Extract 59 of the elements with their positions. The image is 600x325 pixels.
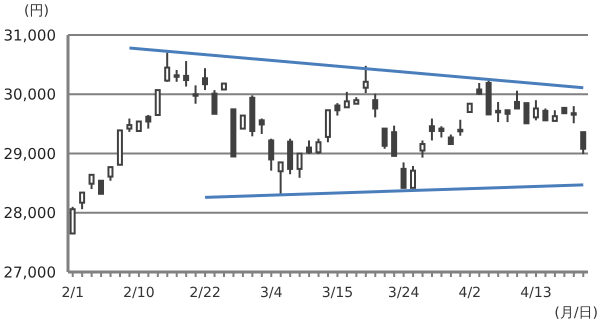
candlestick: [240, 114, 246, 130]
candlestick: [552, 109, 558, 122]
candlestick: [211, 89, 218, 115]
candlestick: [79, 191, 86, 210]
candlestick: [315, 138, 322, 156]
y-tick-label: 29,000: [4, 144, 56, 163]
candlestick: [400, 161, 407, 189]
candlestick: [410, 164, 416, 189]
candlestick: [382, 128, 388, 150]
candlestick: [457, 118, 464, 137]
candlestick: [580, 131, 586, 156]
candlestick: [362, 64, 369, 94]
candlestick: [476, 82, 482, 96]
candlestick: [88, 173, 95, 190]
x-tick-label: 2/10: [123, 284, 155, 301]
candlestick: [192, 84, 199, 105]
candlestick: [174, 68, 180, 83]
candlestick: [183, 60, 190, 88]
x-axis-title: (月/日): [554, 304, 598, 322]
candlestick: [98, 180, 104, 195]
x-tick-label: 3/15: [322, 284, 354, 301]
y-axis-title: (円): [24, 2, 49, 20]
candlestick: [372, 92, 378, 118]
x-tick-label: 4/13: [520, 284, 552, 301]
candlestick: [258, 118, 265, 135]
candlestick: [278, 160, 284, 196]
candlestick: [306, 139, 312, 156]
x-tick-label: 2/22: [189, 284, 221, 301]
candlestick: [542, 107, 548, 122]
candlestick: [202, 67, 208, 92]
candlestick: [495, 100, 502, 124]
x-tick-label: 3/24: [388, 284, 420, 301]
candlestick: [344, 90, 350, 109]
x-tick-label: 3/4: [260, 284, 283, 301]
y-tick-label: 30,000: [4, 86, 56, 104]
candlestick: [448, 134, 454, 146]
candlestick: [334, 102, 340, 117]
candlestick: [164, 52, 170, 83]
candlestick: [532, 99, 539, 122]
candlestick: [504, 109, 511, 124]
candlestick: [466, 102, 473, 114]
candlestick: [107, 166, 114, 182]
candlestick: [126, 118, 132, 133]
candlestick: [570, 105, 577, 124]
x-tick-label: 2/1: [61, 284, 84, 301]
candlestick: [391, 124, 398, 157]
candlestick: [136, 120, 142, 132]
candlestick: [268, 138, 274, 172]
candlestick: [514, 90, 520, 110]
y-tick-label: 28,000: [4, 204, 56, 222]
candlestick: [438, 125, 444, 139]
candlestick: [296, 152, 303, 179]
candlestick: [145, 114, 152, 130]
x-tick-label: 4/2: [458, 284, 482, 301]
candlestick: [428, 118, 435, 142]
candlestick: [419, 139, 426, 159]
candlestick: [523, 102, 530, 124]
y-tick-label: 27,000: [4, 263, 56, 282]
y-tick-label: 31,000: [4, 26, 56, 44]
